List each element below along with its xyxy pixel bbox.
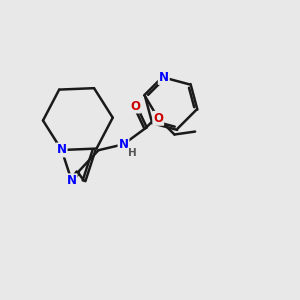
Text: N: N <box>118 138 128 151</box>
Text: N: N <box>57 143 67 157</box>
Text: H: H <box>128 148 137 158</box>
Text: N: N <box>67 174 77 187</box>
Text: O: O <box>130 100 140 112</box>
Text: N: N <box>159 71 169 84</box>
Text: O: O <box>153 112 163 125</box>
